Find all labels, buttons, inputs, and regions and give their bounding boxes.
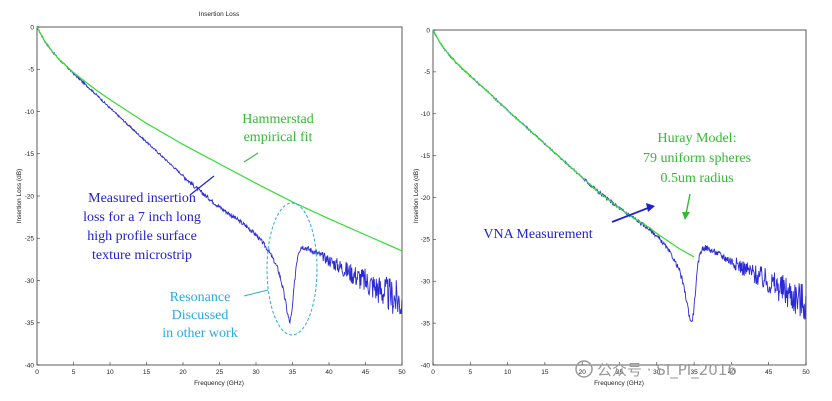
huray-label-line3: 0.5um radius <box>660 171 733 186</box>
left-x-ticks: 0 5 10 15 20 25 30 35 40 45 50 <box>35 362 406 376</box>
left-plot-area <box>36 26 403 366</box>
resonance-label-line2: Discussed <box>172 308 229 323</box>
left-y-axis-label: Insertion Loss (dB) <box>16 169 23 224</box>
huray-arrowhead <box>682 212 690 220</box>
series-line-measured <box>36 25 403 325</box>
series-line-huray-model <box>432 29 695 258</box>
x-tick-label: 35 <box>690 369 698 376</box>
x-tick-label: 0 <box>431 369 435 376</box>
x-tick-label: 50 <box>802 369 810 376</box>
right-y-axis-label: Insertion Loss (dB) <box>413 169 420 224</box>
y-tick-label: -15 <box>25 151 35 158</box>
vna-pointer <box>611 207 649 223</box>
right-chart: 0 5 10 15 20 25 30 35 40 45 50 0 -5 -10 -15 -20 -25 -30 -… <box>413 27 810 387</box>
series-line-hammerstad-empirical-fit <box>36 26 403 252</box>
y-tick-label: -15 <box>421 153 431 160</box>
y-tick-label: 0 <box>30 24 34 31</box>
left-y-ticks: 0 -5 -10 -15 -20 -25 -30 -35 -40 <box>25 24 40 369</box>
y-tick-label: -20 <box>421 195 431 202</box>
measured-label-line1: Measured insertion <box>88 191 196 206</box>
x-tick-label: 45 <box>362 369 370 376</box>
x-tick-label: 30 <box>653 369 661 376</box>
right-x-ticks: 0 5 10 15 20 25 30 35 40 45 50 <box>431 362 810 376</box>
wechat-icon <box>575 360 593 378</box>
y-tick-label: -40 <box>421 362 431 369</box>
y-tick-label: -30 <box>25 278 35 285</box>
y-tick-label: -40 <box>25 362 35 369</box>
x-tick-label: 10 <box>106 369 114 376</box>
x-tick-label: 40 <box>325 369 333 376</box>
x-tick-label: 35 <box>289 369 297 376</box>
measured-label-line4: texture microstrip <box>92 248 192 263</box>
x-tick-label: 25 <box>216 369 224 376</box>
measured-label-line3: high profile surface <box>87 229 197 244</box>
watermark: 公众号 · SI_PI_2016 <box>575 360 737 380</box>
y-tick-label: -10 <box>421 111 431 118</box>
y-tick-label: 0 <box>426 27 430 34</box>
y-tick-label: -10 <box>25 109 35 116</box>
hammerstad-pointer <box>243 152 259 163</box>
resonance-label-line1: Resonance <box>170 290 231 305</box>
huray-label-line1: Huray Model: <box>658 131 737 146</box>
x-tick-label: 40 <box>728 369 736 376</box>
left-chart-title: Insertion Loss <box>199 11 240 18</box>
huray-pointer <box>685 193 691 215</box>
measured-label-line2: loss for a 7 inch long <box>83 210 201 225</box>
watermark-text: 公众号 · SI_PI_2016 <box>597 361 737 380</box>
y-tick-label: -20 <box>25 193 35 200</box>
hammerstad-label-line2: empirical fit <box>244 130 313 145</box>
y-tick-label: -25 <box>25 236 35 243</box>
y-tick-label: -25 <box>421 237 431 244</box>
right-series-group <box>432 29 807 322</box>
x-tick-label: 5 <box>468 369 472 376</box>
y-tick-label: -5 <box>424 69 430 76</box>
x-tick-label: 15 <box>541 369 549 376</box>
y-tick-label: -35 <box>25 320 35 327</box>
resonance-pointer <box>243 289 269 297</box>
y-tick-label: -5 <box>28 67 34 74</box>
y-tick-label: -35 <box>421 320 431 327</box>
x-tick-label: 25 <box>616 369 624 376</box>
resonance-label-line3: in other work <box>162 326 237 341</box>
x-tick-label: 50 <box>398 369 406 376</box>
x-tick-label: 5 <box>72 369 76 376</box>
x-tick-label: 15 <box>143 369 151 376</box>
right-y-ticks: 0 -5 -10 -15 -20 -25 -30 -35 -40 <box>421 27 436 369</box>
x-tick-label: 45 <box>765 369 773 376</box>
measured-pointer <box>189 175 215 196</box>
right-x-axis-label: Frequency (GHz) <box>594 380 644 387</box>
x-tick-label: 0 <box>35 369 39 376</box>
x-tick-label: 20 <box>179 369 187 376</box>
x-tick-label: 30 <box>252 369 260 376</box>
y-tick-label: -30 <box>421 279 431 286</box>
right-plot-area <box>432 29 807 366</box>
x-tick-label: 10 <box>504 369 512 376</box>
hammerstad-label-line1: Hammerstad <box>242 112 314 127</box>
x-tick-label: 20 <box>579 369 587 376</box>
huray-label-line2: 79 uniform spheres <box>643 151 751 166</box>
left-chart: Insertion Loss 0 5 10 15 20 25 30 35 40 45 50 0 -5 -… <box>16 11 406 387</box>
left-series-group <box>36 25 403 325</box>
vna-arrowhead <box>646 203 655 212</box>
vna-label: VNA Measurement <box>483 227 592 242</box>
resonance-ellipse <box>266 202 318 336</box>
left-x-axis-label: Frequency (GHz) <box>194 380 244 387</box>
